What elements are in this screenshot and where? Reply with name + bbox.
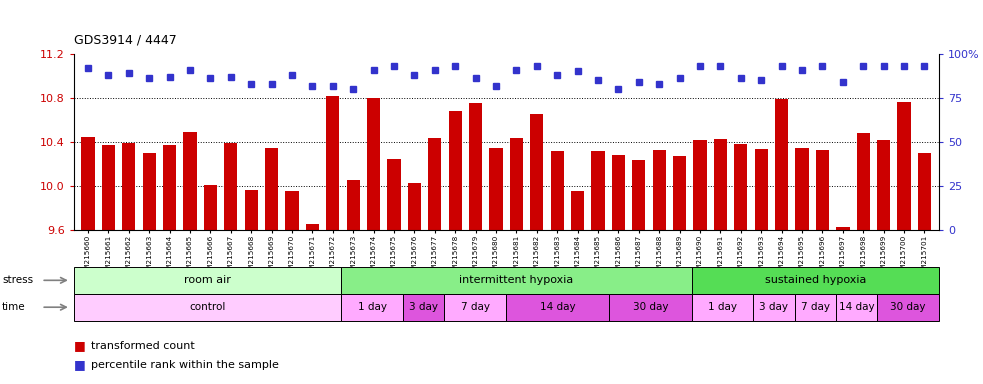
Text: 30 day: 30 day (633, 302, 668, 312)
Bar (592, 151, 605, 230)
Text: stress: stress (2, 275, 33, 285)
Bar (918, 153, 931, 230)
Bar (571, 191, 584, 230)
Text: 14 day: 14 day (838, 302, 874, 312)
Text: sustained hypoxia: sustained hypoxia (765, 275, 866, 285)
Text: 7 day: 7 day (801, 302, 830, 312)
Bar (184, 132, 197, 230)
Bar (265, 147, 278, 230)
Text: 3 day: 3 day (409, 302, 438, 312)
Bar (775, 99, 788, 230)
Bar (510, 138, 523, 230)
Bar (673, 156, 686, 230)
Text: intermittent hypoxia: intermittent hypoxia (459, 275, 574, 285)
Bar (755, 149, 768, 230)
Bar (611, 156, 625, 230)
Bar (714, 139, 727, 230)
Text: 14 day: 14 day (540, 302, 576, 312)
Text: ■: ■ (74, 339, 89, 352)
Text: 30 day: 30 day (891, 302, 926, 312)
Bar (795, 147, 809, 230)
Bar (326, 96, 339, 230)
Bar (734, 144, 747, 230)
Bar (224, 143, 238, 230)
Text: 1 day: 1 day (708, 302, 737, 312)
Bar (897, 103, 910, 230)
Text: control: control (190, 302, 226, 312)
Text: percentile rank within the sample: percentile rank within the sample (91, 360, 279, 370)
Text: transformed count: transformed count (91, 341, 196, 351)
Bar (429, 138, 441, 230)
Bar (856, 133, 870, 230)
Text: 3 day: 3 day (760, 302, 788, 312)
Bar (653, 150, 665, 230)
Bar (122, 143, 136, 230)
Text: time: time (2, 302, 26, 312)
Bar (367, 98, 380, 230)
Bar (143, 153, 156, 230)
Bar (469, 103, 483, 230)
Bar (285, 191, 299, 230)
Bar (693, 140, 707, 230)
Bar (837, 227, 849, 230)
Bar (245, 190, 258, 230)
Text: GDS3914 / 4447: GDS3914 / 4447 (74, 33, 177, 46)
Bar (632, 160, 646, 230)
Bar (530, 114, 544, 230)
Text: 1 day: 1 day (358, 302, 387, 312)
Bar (448, 111, 462, 230)
Bar (163, 146, 176, 230)
Bar (816, 150, 829, 230)
Bar (550, 151, 564, 230)
Bar (347, 180, 360, 230)
Bar (203, 185, 217, 230)
Bar (408, 183, 421, 230)
Text: 7 day: 7 day (461, 302, 490, 312)
Bar (387, 159, 401, 230)
Bar (877, 140, 891, 230)
Bar (82, 137, 94, 230)
Bar (102, 146, 115, 230)
Text: ■: ■ (74, 358, 89, 371)
Bar (490, 147, 502, 230)
Text: room air: room air (184, 275, 231, 285)
Bar (306, 224, 319, 230)
